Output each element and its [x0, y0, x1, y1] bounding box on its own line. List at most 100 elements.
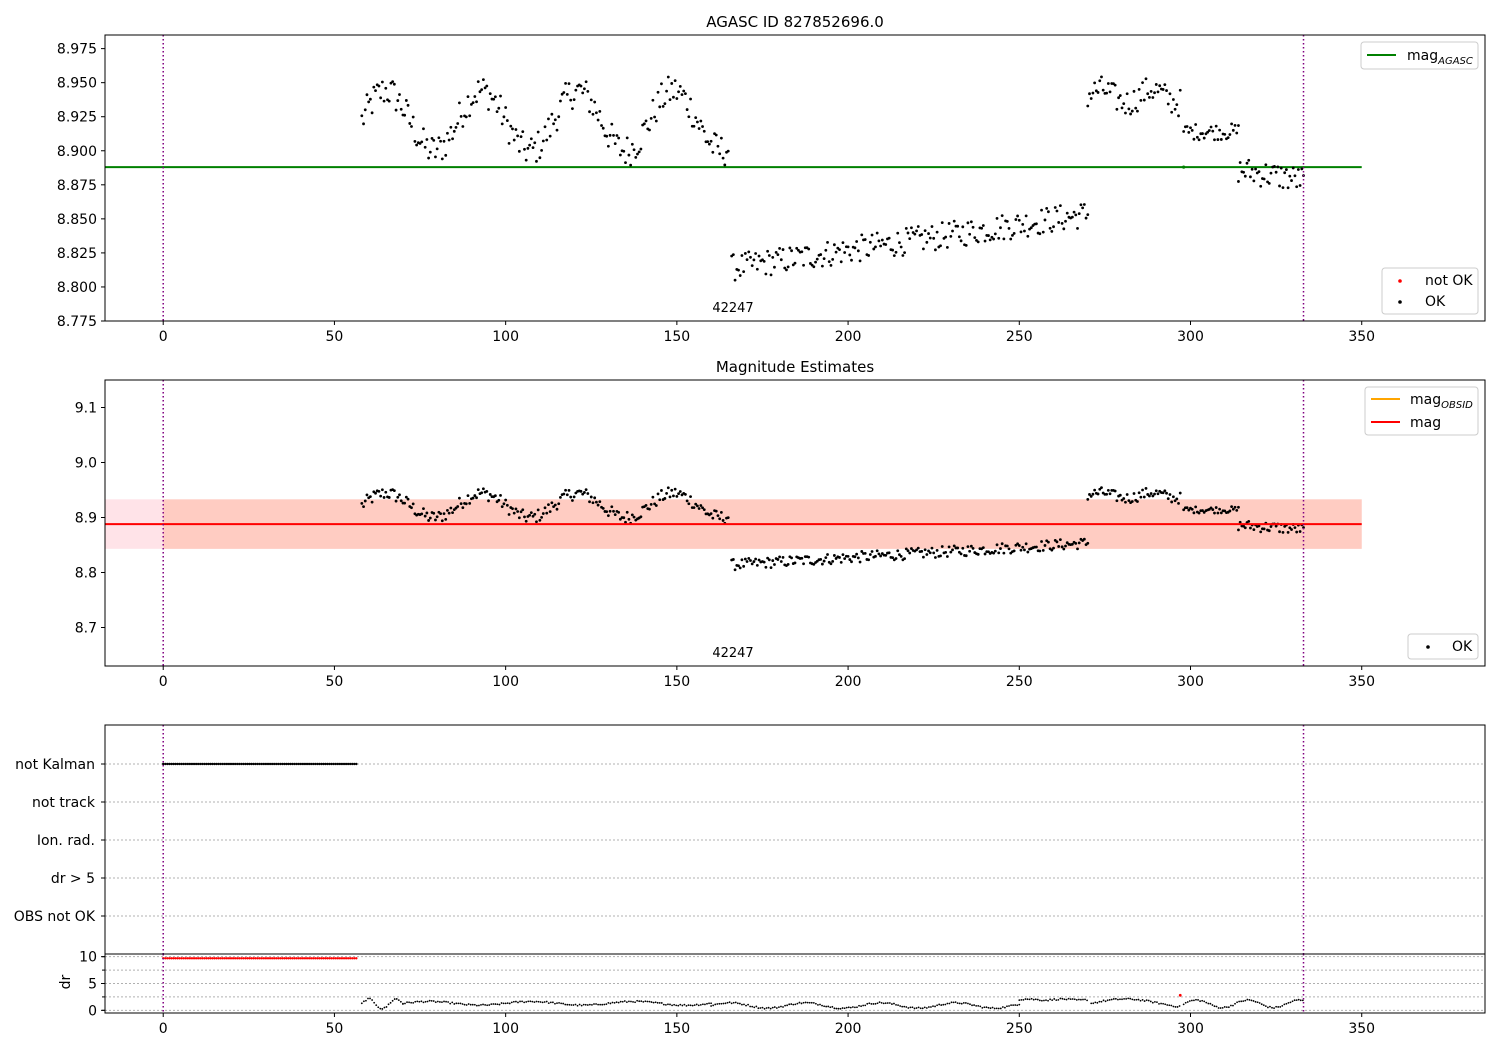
ok-point	[781, 556, 785, 559]
not-kalman-point	[314, 762, 317, 766]
ok-point	[1209, 125, 1213, 129]
dr-not-ok-point	[309, 957, 313, 960]
dr-point	[862, 1004, 865, 1007]
ok-point	[601, 126, 605, 130]
ok-point	[408, 122, 412, 125]
ok-point	[666, 75, 670, 79]
ok-point	[788, 246, 792, 250]
ok-point	[1136, 109, 1139, 113]
dr-point	[757, 1007, 760, 1010]
dr-point	[732, 1001, 735, 1004]
dr-not-ok-point	[182, 957, 185, 960]
ok-point	[404, 495, 408, 499]
ok-point	[723, 163, 727, 167]
ok-point	[363, 108, 367, 112]
dr-point	[595, 1003, 597, 1005]
ok-point	[1283, 171, 1287, 175]
dr-point	[500, 1002, 503, 1004]
dr-point	[1232, 1004, 1234, 1007]
ok-point	[586, 492, 590, 495]
ok-point	[1154, 489, 1158, 493]
ok-point	[411, 115, 415, 119]
ok-point	[891, 556, 894, 560]
dr-not-ok-point	[332, 957, 335, 960]
dr-point	[1024, 998, 1027, 1000]
ok-point	[1156, 492, 1160, 496]
ok-point	[1017, 544, 1021, 547]
ok-point	[976, 552, 980, 556]
ok-point	[398, 493, 401, 497]
panel-1-frame	[104, 34, 1486, 322]
ok-point	[406, 103, 410, 107]
dr-point	[1135, 998, 1138, 1001]
ok-point	[1084, 216, 1088, 220]
dr-point	[547, 1002, 550, 1005]
ok-point	[583, 491, 586, 494]
ok-point	[1288, 526, 1292, 530]
ok-point	[743, 252, 747, 255]
ok-point	[396, 99, 400, 102]
dr-point	[615, 1001, 618, 1004]
dr-not-ok-point	[305, 957, 309, 960]
ok-point	[1100, 486, 1103, 490]
ok-point	[1249, 526, 1252, 530]
ok-point	[1158, 84, 1162, 88]
ok-point	[915, 229, 918, 233]
ok-point	[1228, 133, 1232, 136]
ok-point	[367, 100, 371, 104]
ok-point	[612, 509, 615, 513]
dr-point	[710, 1005, 712, 1007]
dr-point	[572, 1004, 575, 1006]
dr-point	[601, 1003, 604, 1006]
dr-point	[975, 1004, 978, 1007]
dr-point	[911, 1006, 914, 1009]
ok-point	[598, 500, 602, 503]
dr-point	[552, 1001, 554, 1004]
ok-point	[547, 503, 550, 507]
dr-point	[1217, 1007, 1220, 1009]
not-kalman-point	[293, 762, 296, 766]
dr-point	[979, 1005, 982, 1008]
ok-point	[521, 508, 525, 512]
ok-point	[1154, 83, 1158, 86]
ok-point	[1257, 170, 1261, 174]
ok-point	[567, 82, 571, 86]
ok-point	[473, 95, 477, 98]
ok-point	[511, 127, 514, 131]
dr-point	[677, 1004, 680, 1007]
ok-point	[891, 248, 894, 252]
dr-point	[469, 1003, 472, 1006]
dr-point	[399, 1000, 402, 1003]
ok-point	[714, 509, 718, 513]
ok-point	[1048, 226, 1052, 230]
ok-point	[594, 500, 598, 504]
ok-point	[1120, 498, 1124, 502]
ok-point	[898, 553, 901, 557]
dr-point	[395, 998, 398, 1000]
dr-point	[669, 1003, 671, 1006]
dr-point	[872, 1003, 875, 1005]
ok-point	[581, 492, 585, 496]
ok-point	[514, 128, 518, 131]
ok-point	[475, 100, 478, 104]
ok-point	[766, 249, 770, 253]
ok-point	[939, 554, 942, 558]
dr-not-ok-point	[258, 957, 261, 960]
ok-point	[1267, 529, 1271, 533]
dr-point	[689, 1004, 692, 1007]
ok-point	[459, 115, 463, 118]
ok-point	[589, 98, 593, 102]
dr-point	[599, 1003, 602, 1006]
ok-point	[896, 231, 900, 235]
ok-point	[1127, 107, 1131, 111]
dr-point	[490, 1003, 493, 1006]
dr-point	[880, 1001, 883, 1004]
p2-xtick-label: 200	[835, 674, 862, 690]
ok-point	[648, 507, 651, 511]
ok-point	[812, 562, 816, 566]
ok-point	[824, 248, 828, 252]
ok-point	[1278, 184, 1281, 188]
dr-point	[687, 1004, 690, 1007]
ok-point	[1026, 234, 1030, 238]
ok-point	[745, 560, 749, 563]
